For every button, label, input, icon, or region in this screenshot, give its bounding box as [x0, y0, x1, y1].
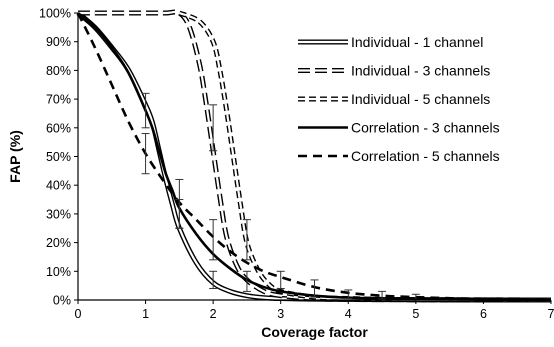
legend-label: Individual - 1 channel [351, 34, 483, 50]
x-tick-label: 0 [75, 307, 82, 321]
plot-area: 0 1 2 3 4 5 6 7 0% 10% 20% 30% 40% 50% 60% 70% 80% 90% 10… [39, 7, 554, 322]
error-bar [310, 279, 319, 298]
legend-entry-individual-1-channel: Individual - 1 channel [298, 34, 483, 50]
error-bar [141, 133, 150, 175]
legend-entry-correlation-5-channels: Correlation - 5 channels [298, 148, 500, 164]
legend-entry-individual-5-channels: Individual - 5 channels [298, 91, 490, 107]
x-tick-label: 5 [412, 307, 419, 321]
series-correlation-5-channels [76, 12, 552, 302]
y-tick-label: 50% [46, 150, 71, 164]
error-bar [276, 270, 285, 290]
legend-label: Individual - 5 channels [351, 91, 490, 107]
legend: Individual - 1 channel Individual - 3 cha… [292, 26, 542, 173]
y-tick-label: 30% [46, 207, 71, 221]
x-tick-label: 3 [277, 307, 284, 321]
y-tick-label: 80% [46, 64, 71, 78]
error-bar [141, 92, 150, 129]
y-axis-ticks: 0% 10% 20% 30% 40% 50% 60% 70% 80% 90% 100% [39, 7, 78, 308]
error-bar [175, 199, 184, 229]
legend-entry-correlation-3-channels: Correlation - 3 channels [298, 120, 500, 136]
errorbar-layer [141, 92, 420, 301]
x-tick-label: 1 [142, 307, 149, 321]
y-axis-title: FAP (%) [7, 130, 23, 183]
x-tick-label: 4 [345, 307, 352, 321]
x-tick-label: 2 [210, 307, 217, 321]
y-tick-label: 70% [46, 93, 71, 107]
y-tick-label: 100% [39, 7, 71, 21]
y-tick-label: 20% [46, 236, 71, 250]
x-tick-label: 6 [480, 307, 487, 321]
error-bar [209, 104, 218, 152]
error-bar [242, 219, 251, 261]
y-tick-label: 0% [53, 294, 71, 308]
y-tick-label: 10% [46, 265, 71, 279]
legend-entry-individual-3-channels: Individual - 3 channels [298, 63, 490, 79]
y-tick-label: 90% [46, 35, 71, 49]
error-bar [209, 219, 218, 261]
x-tick-label: 7 [548, 307, 554, 321]
legend-label: Individual - 3 channels [351, 63, 490, 79]
x-axis-title: Coverage factor [261, 324, 368, 340]
legend-label: Correlation - 5 channels [351, 148, 500, 164]
legend-label: Correlation - 3 channels [351, 120, 500, 136]
error-bar [209, 270, 218, 290]
error-bar [344, 289, 353, 300]
x-axis-ticks: 0 1 2 3 4 5 6 7 [75, 300, 554, 321]
error-bar [242, 270, 251, 292]
y-tick-label: 40% [46, 179, 71, 193]
error-bar [378, 290, 387, 300]
y-tick-label: 60% [46, 121, 71, 135]
series-line-correlation-5-channels [76, 12, 552, 302]
